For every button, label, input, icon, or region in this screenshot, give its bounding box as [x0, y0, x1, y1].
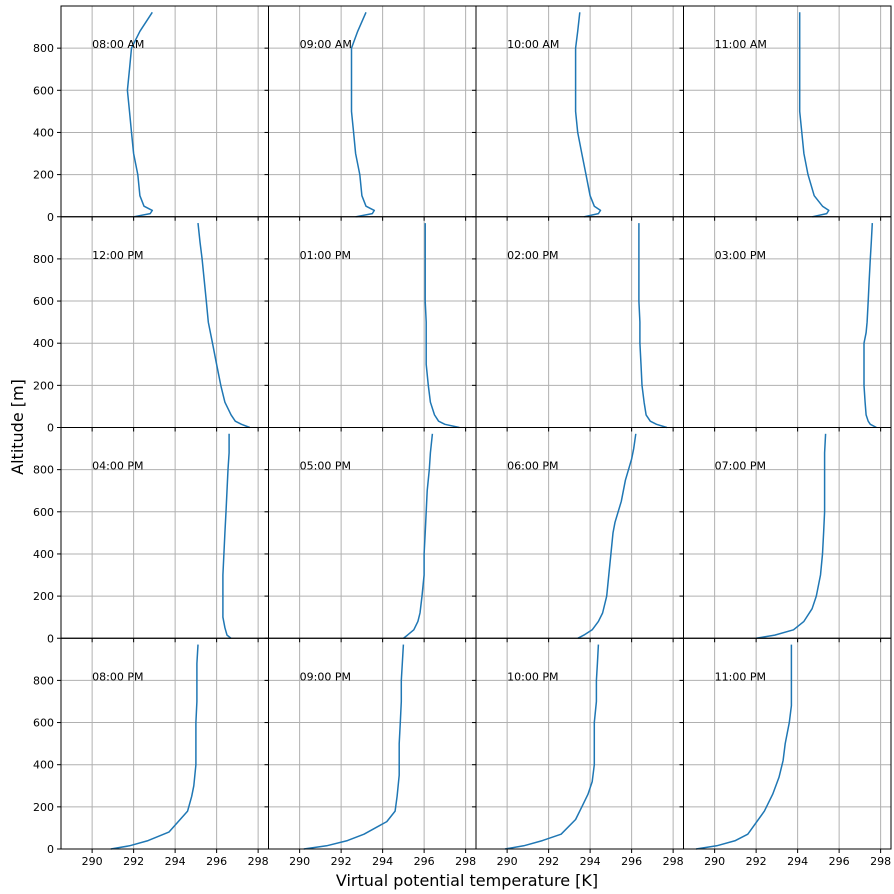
y-tick-label: 400 — [33, 126, 54, 139]
panel-time-label: 08:00 PM — [92, 670, 143, 683]
profile-line — [126, 11, 154, 218]
profile-line — [755, 433, 827, 640]
panel-time-label: 10:00 PM — [507, 670, 558, 683]
panel-label-layer: 08:00 AM 09:00 AM 10:00 AM 11:00 AM 12:00 PM… — [92, 38, 767, 683]
y-tick-label: 400 — [33, 337, 54, 350]
y-tick-label: 0 — [47, 632, 54, 645]
panel-time-label: 04:00 PM — [92, 460, 143, 473]
profile-line — [402, 433, 434, 639]
series-layer — [110, 11, 877, 850]
y-tick-label: 600 — [33, 717, 54, 730]
panel-frame — [683, 637, 892, 850]
y-tick-label: 600 — [33, 506, 54, 519]
panel-time-label: 06:00 PM — [507, 460, 558, 473]
x-tick-label: 290 — [704, 855, 725, 868]
y-tick-label: 200 — [33, 379, 54, 392]
tick-layer: 0 200 400 600 800 0 200 400 600 800 0 200 400 600 800 2… — [33, 42, 891, 868]
y-tick-label: 800 — [33, 464, 54, 477]
panel-time-label: 01:00 PM — [300, 249, 351, 262]
y-tick-label: 400 — [33, 548, 54, 561]
profile-line — [638, 223, 668, 429]
panel-time-label: 09:00 AM — [300, 38, 352, 51]
y-tick-label: 600 — [33, 295, 54, 308]
profile-line — [350, 11, 376, 218]
profile-line — [110, 644, 199, 850]
profile-line — [222, 433, 232, 639]
panel-time-label: 07:00 PM — [715, 460, 766, 473]
y-axis-title: Altitude [m] — [8, 379, 27, 475]
x-tick-label: 292 — [746, 855, 767, 868]
profile-line — [574, 12, 602, 218]
x-tick-label: 298 — [870, 855, 891, 868]
x-tick-label: 298 — [248, 855, 269, 868]
y-tick-label: 400 — [33, 759, 54, 772]
y-tick-label: 200 — [33, 801, 54, 814]
panel-time-label: 11:00 AM — [715, 38, 767, 51]
profile-line — [798, 12, 830, 218]
frame-layer — [60, 5, 892, 850]
profile-line — [303, 644, 405, 850]
x-tick-label: 290 — [82, 855, 103, 868]
x-axis-title: Virtual potential temperature [K] — [336, 871, 598, 890]
x-tick-label: 290 — [497, 855, 518, 868]
x-tick-label: 296 — [621, 855, 642, 868]
x-tick-label: 294 — [580, 855, 601, 868]
panel-time-label: 03:00 PM — [715, 249, 766, 262]
panel-time-label: 12:00 PM — [92, 249, 143, 262]
profile-line — [695, 644, 793, 850]
x-tick-label: 298 — [455, 855, 476, 868]
x-tick-label: 296 — [829, 855, 850, 868]
x-tick-label: 292 — [331, 855, 352, 868]
y-tick-label: 800 — [33, 42, 54, 55]
y-tick-label: 800 — [33, 253, 54, 266]
panel-time-label: 10:00 AM — [507, 38, 559, 51]
x-tick-label: 290 — [289, 855, 310, 868]
profile-line — [577, 433, 637, 639]
profile-line — [424, 223, 460, 429]
x-tick-label: 292 — [123, 855, 144, 868]
y-tick-label: 0 — [47, 843, 54, 856]
profile-line — [197, 223, 251, 429]
x-tick-label: 294 — [165, 855, 186, 868]
x-tick-label: 298 — [663, 855, 684, 868]
panel-time-label: 05:00 PM — [300, 460, 351, 473]
panel-time-label: 09:00 PM — [300, 670, 351, 683]
y-tick-label: 0 — [47, 422, 54, 435]
profile-line — [504, 644, 600, 850]
x-tick-label: 292 — [538, 855, 559, 868]
y-tick-label: 0 — [47, 211, 54, 224]
profile-line — [863, 223, 877, 429]
y-tick-label: 600 — [33, 84, 54, 97]
panel-time-label: 11:00 PM — [715, 670, 766, 683]
x-tick-label: 296 — [414, 855, 435, 868]
x-tick-label: 294 — [787, 855, 808, 868]
x-tick-label: 294 — [372, 855, 393, 868]
x-tick-label: 296 — [206, 855, 227, 868]
y-tick-label: 200 — [33, 169, 54, 182]
panel-time-label: 02:00 PM — [507, 249, 558, 262]
y-tick-label: 800 — [33, 674, 54, 687]
y-tick-label: 200 — [33, 590, 54, 603]
panel-time-label: 08:00 AM — [92, 38, 144, 51]
